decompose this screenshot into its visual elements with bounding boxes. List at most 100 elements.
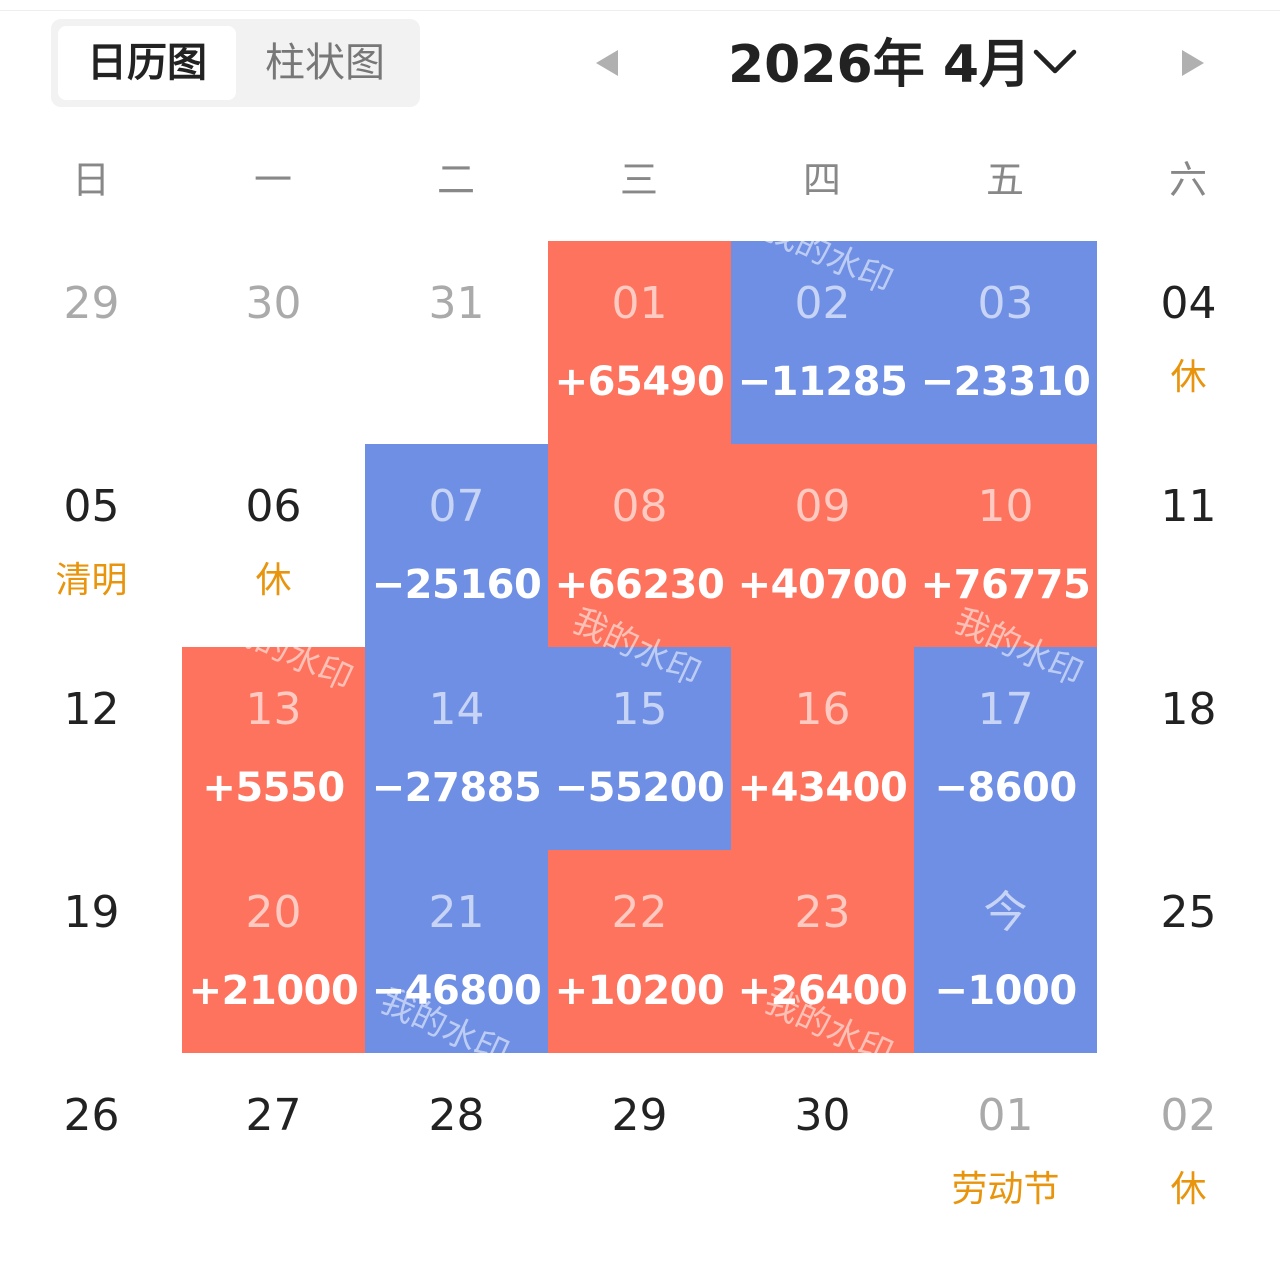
- day-cell[interactable]: 20 +21000: [182, 850, 365, 1053]
- day-number: 11: [1160, 481, 1217, 532]
- weekday-label: 五: [985, 158, 1024, 202]
- day-cell[interactable]: 01 +65490: [548, 241, 731, 444]
- day-number: 14: [428, 684, 485, 735]
- day-amount: −25160: [371, 562, 542, 608]
- day-number: 12: [63, 684, 120, 735]
- weekday-label: 二: [436, 158, 475, 202]
- day-cell[interactable]: 02 −11285: [731, 241, 914, 444]
- triangle-right-icon: [1182, 50, 1204, 76]
- day-cell[interactable]: 03 −23310: [914, 241, 1097, 444]
- day-cell[interactable]: 29: [0, 241, 183, 444]
- day-cell[interactable]: 07 −25160: [365, 444, 548, 647]
- chevron-down-icon: [1033, 49, 1077, 74]
- day-amount: +76775: [920, 562, 1091, 608]
- day-number: 30: [794, 1090, 851, 1141]
- day-cell[interactable]: 22 +10200: [548, 850, 731, 1053]
- view-toggle: 日历图 柱状图: [51, 19, 420, 107]
- day-cell[interactable]: 23 +26400: [731, 850, 914, 1053]
- day-number: 01: [977, 1090, 1034, 1141]
- day-number: 19: [63, 887, 120, 938]
- day-cell[interactable]: 11: [1097, 444, 1280, 647]
- day-number: 13: [245, 684, 302, 735]
- day-number: 16: [794, 684, 851, 735]
- next-month-button[interactable]: [1168, 40, 1218, 86]
- day-number: 04: [1160, 278, 1217, 329]
- day-cell[interactable]: 15 −55200: [548, 647, 731, 850]
- holiday-label: 劳动节: [951, 1169, 1060, 1210]
- day-cell[interactable]: 04 休: [1097, 241, 1280, 444]
- day-number: 30: [245, 278, 302, 329]
- weekday-label: 三: [619, 158, 658, 202]
- day-number: 02: [794, 278, 851, 329]
- day-cell[interactable]: 25: [1097, 850, 1280, 1053]
- day-cell[interactable]: 21 −46800: [365, 850, 548, 1053]
- weekday-label: 一: [253, 158, 292, 202]
- day-cell[interactable]: 30: [731, 1053, 914, 1256]
- day-amount: −8600: [934, 765, 1077, 811]
- day-cell[interactable]: 10 +76775: [914, 444, 1097, 647]
- day-number: 31: [428, 278, 485, 329]
- day-amount: −46800: [371, 968, 542, 1014]
- day-amount: +5550: [202, 765, 345, 811]
- month-title[interactable]: 2026年 4月: [728, 35, 1032, 95]
- tab-bar-chart[interactable]: 柱状图: [265, 40, 385, 86]
- day-amount: −11285: [737, 359, 908, 405]
- day-cell[interactable]: 今 −1000: [914, 850, 1097, 1053]
- day-cell[interactable]: 26: [0, 1053, 183, 1256]
- day-cell[interactable]: 06 休: [182, 444, 365, 647]
- day-cell[interactable]: 01 劳动节: [914, 1053, 1097, 1256]
- day-number: 10: [977, 481, 1034, 532]
- day-cell[interactable]: 18: [1097, 647, 1280, 850]
- holiday-label: 休: [1170, 1169, 1207, 1210]
- day-number: 18: [1160, 684, 1217, 735]
- day-cell[interactable]: 12: [0, 647, 183, 850]
- day-number: 02: [1160, 1090, 1217, 1141]
- day-number: 27: [245, 1090, 302, 1141]
- weekday-label: 四: [802, 158, 841, 202]
- holiday-label: 清明: [55, 560, 128, 601]
- tab-calendar[interactable]: 日历图: [58, 26, 236, 100]
- day-cell[interactable]: 09 +40700: [731, 444, 914, 647]
- day-cell[interactable]: 17 −8600: [914, 647, 1097, 850]
- top-divider: [0, 10, 1280, 11]
- day-amount: −23310: [920, 359, 1091, 405]
- day-number: 21: [428, 887, 485, 938]
- day-number: 28: [428, 1090, 485, 1141]
- day-number: 03: [977, 278, 1034, 329]
- day-number: 09: [794, 481, 851, 532]
- day-cell[interactable]: 31: [365, 241, 548, 444]
- day-cell[interactable]: 16 +43400: [731, 647, 914, 850]
- day-cell[interactable]: 02 休: [1097, 1053, 1280, 1256]
- day-amount: +66230: [554, 562, 725, 608]
- day-amount: +40700: [737, 562, 908, 608]
- day-cell[interactable]: 27: [182, 1053, 365, 1256]
- day-number: 29: [611, 1090, 668, 1141]
- day-number: 20: [245, 887, 302, 938]
- day-amount: +43400: [737, 765, 908, 811]
- day-amount: +65490: [554, 359, 725, 405]
- triangle-left-icon: [596, 50, 618, 76]
- day-number: 05: [63, 481, 120, 532]
- day-number: 06: [245, 481, 302, 532]
- day-cell[interactable]: 19: [0, 850, 183, 1053]
- day-cell[interactable]: 28: [365, 1053, 548, 1256]
- day-number: 25: [1160, 887, 1217, 938]
- month-picker-button[interactable]: [1030, 40, 1080, 84]
- day-cell[interactable]: 30: [182, 241, 365, 444]
- weekday-label: 日: [71, 158, 110, 202]
- day-cell[interactable]: 13 +5550: [182, 647, 365, 850]
- day-cell[interactable]: 29: [548, 1053, 731, 1256]
- holiday-label: 休: [255, 560, 292, 601]
- day-amount: −1000: [934, 968, 1077, 1014]
- day-number: 23: [794, 887, 851, 938]
- day-number: 07: [428, 481, 485, 532]
- day-cell[interactable]: 05 清明: [0, 444, 183, 647]
- day-amount: −27885: [371, 765, 542, 811]
- day-cell[interactable]: 14 −27885: [365, 647, 548, 850]
- day-cell[interactable]: 08 +66230: [548, 444, 731, 647]
- prev-month-button[interactable]: [582, 40, 632, 86]
- holiday-label: 休: [1170, 357, 1207, 398]
- day-number: 22: [611, 887, 668, 938]
- day-number: 01: [611, 278, 668, 329]
- weekday-label: 六: [1168, 158, 1207, 202]
